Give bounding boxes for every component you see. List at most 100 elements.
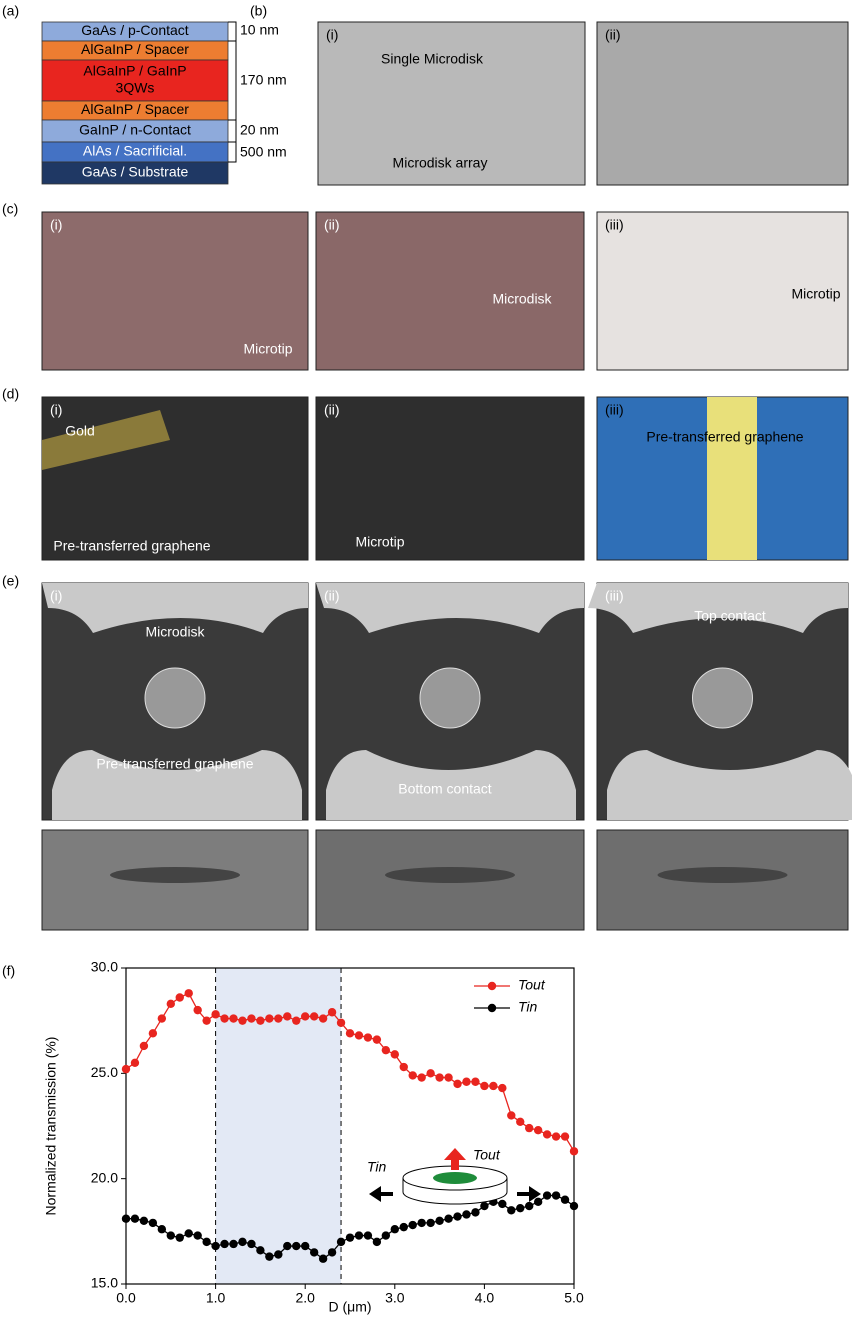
data-point bbox=[229, 1240, 237, 1248]
thickness-label: 20 nm bbox=[240, 122, 279, 138]
data-point bbox=[561, 1132, 569, 1140]
data-point bbox=[570, 1202, 578, 1210]
data-point bbox=[256, 1246, 264, 1254]
data-point bbox=[328, 1008, 336, 1016]
data-point bbox=[373, 1035, 381, 1043]
data-point bbox=[229, 1014, 237, 1022]
data-point bbox=[131, 1214, 139, 1222]
data-point bbox=[158, 1225, 166, 1233]
data-point bbox=[292, 1016, 300, 1024]
data-point bbox=[167, 1000, 175, 1008]
data-point bbox=[346, 1029, 354, 1037]
panel-text: Top contact bbox=[694, 608, 766, 624]
data-point bbox=[543, 1130, 551, 1138]
data-point bbox=[131, 1059, 139, 1067]
data-point bbox=[543, 1191, 551, 1199]
y-axis-title: Normalized transmission (%) bbox=[43, 1037, 59, 1216]
data-point bbox=[462, 1078, 470, 1086]
panel-text: Bottom contact bbox=[398, 781, 491, 797]
data-point bbox=[498, 1200, 506, 1208]
data-point bbox=[570, 1147, 578, 1155]
microdisk bbox=[145, 668, 205, 728]
panel-text: Microdisk array bbox=[393, 155, 488, 171]
data-point bbox=[122, 1214, 130, 1222]
data-point bbox=[238, 1016, 246, 1024]
data-point bbox=[426, 1219, 434, 1227]
layer-label: AlGaInP / Spacer bbox=[81, 41, 189, 57]
panel-sublabel: (i) bbox=[50, 402, 62, 418]
bracket bbox=[228, 120, 236, 142]
panel-text: Microdisk bbox=[492, 291, 552, 307]
data-point bbox=[301, 1012, 309, 1020]
data-point bbox=[211, 1242, 219, 1250]
inset-label: Tout bbox=[473, 1147, 501, 1163]
panel-sublabel: (ii) bbox=[605, 27, 621, 43]
data-point bbox=[462, 1210, 470, 1218]
series-line bbox=[126, 993, 574, 1151]
data-point bbox=[274, 1014, 282, 1022]
legend-label: Tin bbox=[518, 999, 538, 1015]
data-point bbox=[319, 1255, 327, 1263]
data-point bbox=[193, 1231, 201, 1239]
layer-label: AlGaInP / GaInP bbox=[83, 63, 186, 79]
data-point bbox=[417, 1219, 425, 1227]
panel-sublabel: (iii) bbox=[605, 588, 624, 604]
data-point bbox=[480, 1082, 488, 1090]
legend-marker bbox=[488, 982, 496, 990]
data-point bbox=[516, 1204, 524, 1212]
data-point bbox=[122, 1065, 130, 1073]
data-point bbox=[283, 1012, 291, 1020]
x-tick-label: 0.0 bbox=[116, 1290, 136, 1306]
layer-label: GaAs / p-Contact bbox=[81, 22, 188, 38]
data-point bbox=[498, 1084, 506, 1092]
x-tick-label: 3.0 bbox=[385, 1290, 405, 1306]
data-point bbox=[417, 1073, 425, 1081]
data-point bbox=[435, 1217, 443, 1225]
data-point bbox=[525, 1202, 533, 1210]
panel-sublabel: (i) bbox=[326, 27, 338, 43]
x-tick-label: 1.0 bbox=[206, 1290, 226, 1306]
data-point bbox=[310, 1012, 318, 1020]
data-point bbox=[391, 1225, 399, 1233]
legend-marker bbox=[488, 1004, 496, 1012]
data-point bbox=[525, 1124, 533, 1132]
panel-text: Pre-transferred graphene bbox=[96, 756, 253, 772]
data-point bbox=[238, 1238, 246, 1246]
image-panel bbox=[42, 397, 308, 560]
panel-text: Microtip bbox=[791, 286, 840, 302]
data-point bbox=[480, 1202, 488, 1210]
data-point bbox=[534, 1198, 542, 1206]
data-point bbox=[283, 1242, 291, 1250]
panel-label: (d) bbox=[2, 386, 19, 402]
data-point bbox=[319, 1014, 327, 1022]
data-point bbox=[220, 1014, 228, 1022]
data-point bbox=[337, 1238, 345, 1246]
bracket bbox=[228, 41, 236, 120]
x-axis-title: D (μm) bbox=[328, 1299, 371, 1315]
panel-text: Pre-transferred graphene bbox=[646, 429, 803, 445]
data-point bbox=[516, 1118, 524, 1126]
data-point bbox=[471, 1078, 479, 1086]
data-point bbox=[292, 1242, 300, 1250]
data-point bbox=[185, 1229, 193, 1237]
data-point bbox=[409, 1071, 417, 1079]
data-point bbox=[507, 1206, 515, 1214]
data-point bbox=[176, 1233, 184, 1241]
data-point bbox=[265, 1252, 273, 1260]
layer-label: AlAs / Sacrificial. bbox=[83, 143, 187, 159]
data-point bbox=[561, 1196, 569, 1204]
thickness-label: 10 nm bbox=[240, 22, 279, 38]
panel-label: (b) bbox=[250, 3, 267, 19]
x-tick-label: 4.0 bbox=[475, 1290, 495, 1306]
data-point bbox=[256, 1016, 264, 1024]
data-point bbox=[220, 1240, 228, 1248]
image-panel bbox=[597, 22, 848, 185]
data-point bbox=[400, 1063, 408, 1071]
data-point bbox=[435, 1073, 443, 1081]
data-point bbox=[149, 1219, 157, 1227]
data-point bbox=[202, 1016, 210, 1024]
data-point bbox=[444, 1214, 452, 1222]
microdisk bbox=[693, 668, 753, 728]
data-point bbox=[193, 1006, 201, 1014]
panel-sublabel: (ii) bbox=[324, 402, 340, 418]
